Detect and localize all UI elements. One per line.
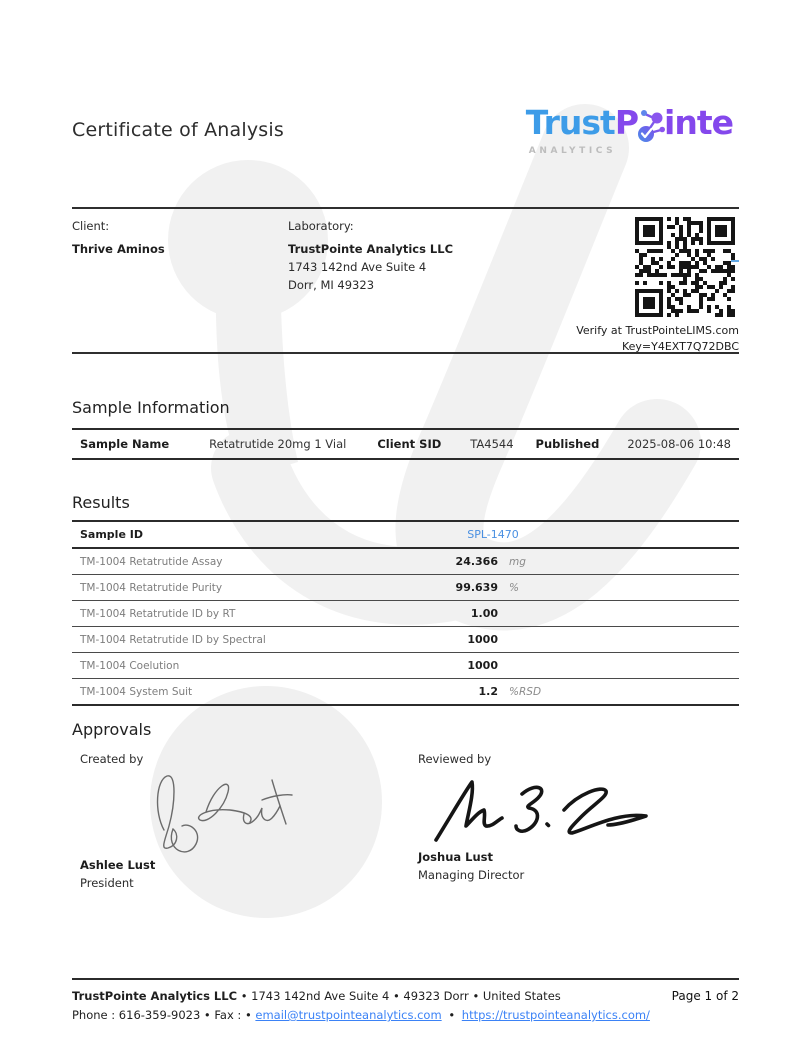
approvals-heading: Approvals — [72, 720, 152, 739]
logo-text-inte: inte — [664, 103, 734, 142]
blue-dash-mark — [731, 260, 739, 262]
footer-address: • 1743 142nd Ave Suite 4 • 49323 Dorr • … — [240, 989, 561, 1003]
result-name: TM-1004 Retatrutide Purity — [80, 581, 223, 594]
table-row: TM-1004 Retatrutide Assay 24.366 mg — [72, 549, 739, 574]
client-block: Client: Thrive Aminos — [72, 217, 288, 352]
molecule-icon — [637, 109, 666, 149]
client-sid-label: Client SID — [377, 437, 442, 451]
parties-section: Client: Thrive Aminos Laboratory: TrustP… — [72, 209, 739, 353]
trustpointe-logo: TrustP inte ANALYTICS — [525, 103, 734, 164]
result-value: 1.00 — [470, 607, 498, 620]
footer-line-2: Phone : 616-359-9023 • Fax : • email@tru… — [72, 1007, 739, 1023]
footer-email-link[interactable]: email@trustpointeanalytics.com — [255, 1008, 442, 1022]
laboratory-name: TrustPointe Analytics LLC — [288, 242, 454, 256]
footer-company: TrustPointe Analytics LLC — [72, 989, 238, 1003]
result-name: TM-1004 Retatrutide ID by Spectral — [80, 633, 266, 646]
result-unit: mg — [509, 555, 526, 568]
approvals-section: Created by Ashlee Lust President Reviewe… — [72, 752, 739, 890]
sample-information-row: Sample Name Retatrutide 20mg 1 Vial Clie… — [72, 430, 739, 458]
footer-bullet: • — [448, 1008, 456, 1022]
laboratory-address-1: 1743 142nd Ave Suite 4 — [288, 260, 427, 274]
table-row: TM-1004 Retatrutide ID by Spectral 1000 — [72, 626, 739, 652]
table-row: TM-1004 Retatrutide ID by RT 1.00 — [72, 600, 739, 626]
reviewed-by-label: Reviewed by — [418, 752, 492, 766]
divider-parties — [72, 352, 739, 354]
result-name: TM-1004 Coelution — [80, 659, 180, 672]
result-value: 1.2 — [478, 685, 499, 698]
footer-line-1: TrustPointe Analytics LLC • 1743 142nd A… — [72, 988, 739, 1004]
verification-block: Verify at TrustPointeLIMS.com Key=Y4EXT7… — [563, 217, 739, 353]
results-heading: Results — [72, 493, 130, 512]
sample-id-link[interactable]: SPL-1470 — [467, 528, 519, 541]
result-value: 1000 — [467, 633, 498, 646]
results-header-row: Sample ID SPL-1470 — [72, 520, 739, 549]
published-value: 2025-08-06 10:48 — [627, 437, 731, 451]
verify-text: Verify at TrustPointeLIMS.com — [576, 324, 739, 337]
table-row: TM-1004 System Suit 1.2 %RSD — [72, 678, 739, 704]
footer-website-link[interactable]: https://trustpointeanalytics.com/ — [461, 1008, 650, 1022]
reviewed-by-name: Joshua Lust — [418, 850, 494, 864]
table-row: TM-1004 Coelution 1000 — [72, 652, 739, 678]
verification-key: Key=Y4EXT7Q72DBC — [621, 340, 739, 353]
result-unit: %RSD — [509, 685, 542, 698]
result-value: 1000 — [467, 659, 498, 672]
reviewed-by-role: Managing Director — [418, 868, 525, 882]
sample-information-table: Sample Name Retatrutide 20mg 1 Vial Clie… — [72, 428, 739, 460]
page-title: Certificate of Analysis — [72, 119, 284, 141]
laboratory-address-2: Dorr, MI 49323 — [288, 278, 375, 292]
footer-company-address: TrustPointe Analytics LLC • 1743 142nd A… — [72, 988, 561, 1004]
result-value: 99.639 — [455, 581, 498, 594]
divider-top — [72, 207, 739, 209]
result-value: 24.366 — [455, 555, 498, 568]
published-label: Published — [535, 437, 600, 451]
logo-text-p: P — [614, 103, 639, 142]
created-by-name: Ashlee Lust — [80, 858, 156, 872]
result-name: TM-1004 System Suit — [80, 685, 193, 698]
qr-code — [635, 217, 735, 317]
logo-wordmark: TrustP inte — [525, 103, 734, 149]
table-row: TM-1004 Retatrutide Purity 99.639 % — [72, 574, 739, 600]
reviewed-by-block: Reviewed by Joshua Lust Managing Directo… — [410, 752, 739, 890]
laboratory-block: Laboratory: TrustPointe Analytics LLC 17… — [288, 217, 563, 352]
created-by-label: Created by — [80, 752, 144, 766]
result-name: TM-1004 Retatrutide ID by RT — [80, 607, 236, 620]
created-by-role: President — [80, 876, 134, 890]
footer-phone-fax: Phone : 616-359-9023 • Fax : • — [72, 1008, 252, 1022]
sample-id-label: Sample ID — [80, 528, 143, 541]
created-by-block: Created by Ashlee Lust President — [72, 752, 410, 890]
result-unit: % — [509, 581, 519, 594]
client-sid-value: TA4544 — [470, 437, 514, 451]
sample-name-label: Sample Name — [80, 437, 170, 451]
result-name: TM-1004 Retatrutide Assay — [80, 555, 223, 568]
sample-name-value: Retatrutide 20mg 1 Vial — [209, 437, 347, 451]
logo-subtitle: ANALYTICS — [528, 146, 617, 156]
client-label: Client: — [72, 219, 110, 233]
client-name: Thrive Aminos — [72, 242, 165, 256]
results-table: Sample ID SPL-1470 TM-1004 Retatrutide A… — [72, 520, 739, 706]
created-by-signature — [156, 775, 293, 853]
laboratory-label: Laboratory: — [288, 219, 354, 233]
sample-information-heading: Sample Information — [72, 398, 230, 417]
page-number: Page 1 of 2 — [671, 989, 739, 1003]
reviewed-by-signature — [434, 780, 648, 842]
logo-text-trust: Trust — [525, 103, 616, 142]
page-footer: TrustPointe Analytics LLC • 1743 142nd A… — [72, 978, 739, 1023]
masthead: Certificate of Analysis TrustP — [72, 106, 739, 164]
